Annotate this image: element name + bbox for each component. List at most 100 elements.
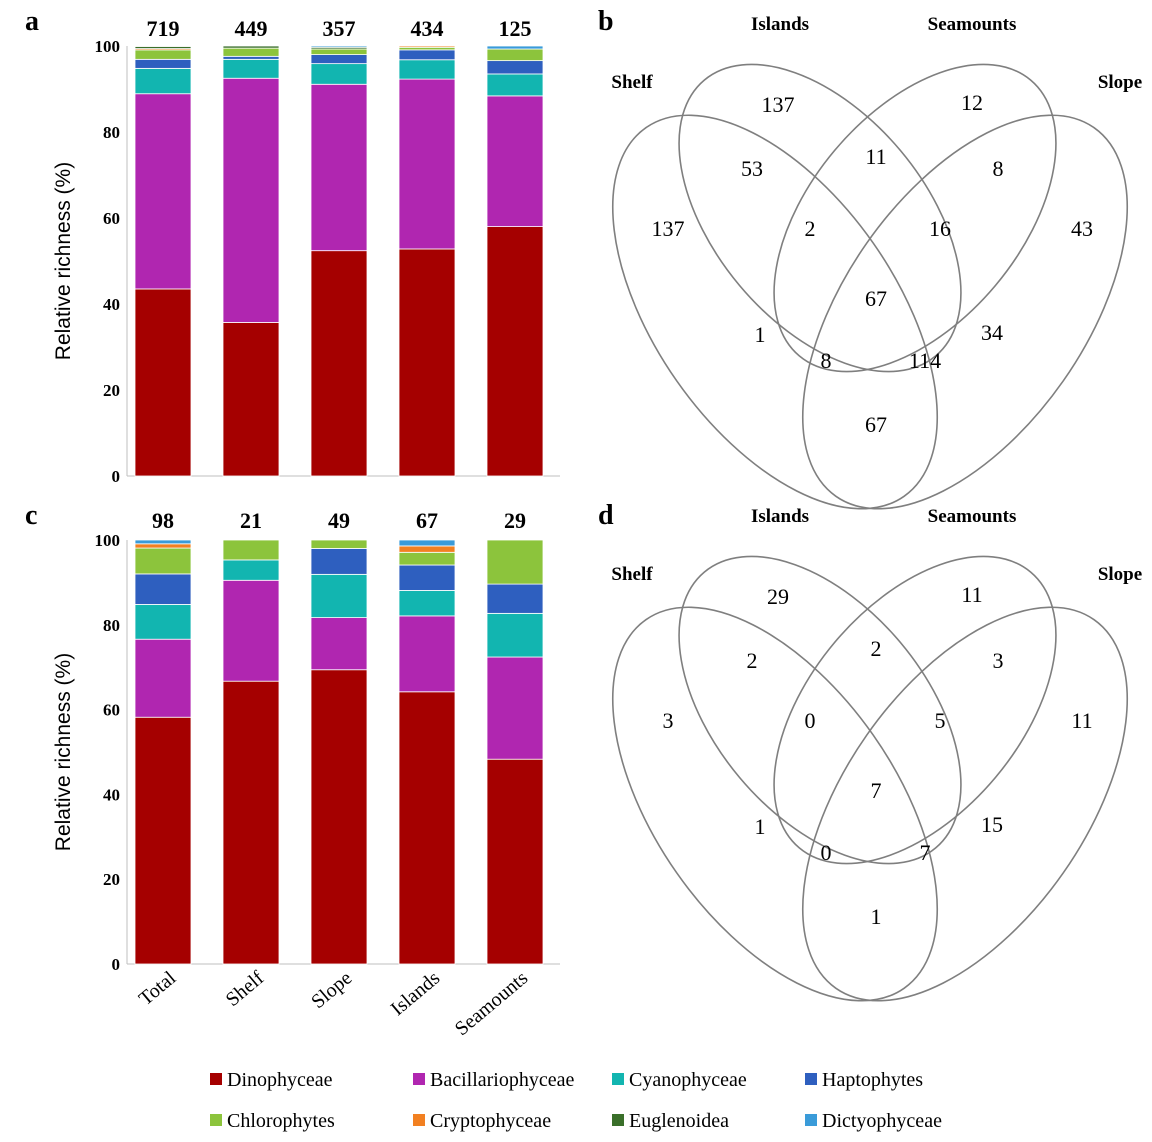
panel-letter: b [598,6,614,37]
venn-count: 7 [871,778,882,803]
bar-segment-cyanophyceae [486,612,544,658]
bar-segment-bacillariophyceae [134,638,192,718]
bar-segment-haptophytes [222,55,280,60]
bar-segment-chlorophytes [310,48,368,55]
venn-count: 29 [767,584,789,609]
bar-segment-dinophyceae [398,248,456,477]
legend-swatch [210,1114,222,1126]
category-label: Shelf [222,967,269,1011]
venn-count: 1 [755,814,766,839]
slope-ellipse [801,606,1129,1002]
bar-segment-dictyophyceae [486,45,544,50]
bar-total-label: 67 [416,508,438,533]
bar-segment-chlorophytes [134,49,192,60]
bar-segment-bacillariophyceae [222,77,280,323]
bar-segment-haptophytes [486,583,544,614]
bar-segment-chlorophytes [310,539,368,549]
y-axis-title: Relative richness (%) [52,653,75,851]
bar-total-label: 98 [152,508,174,533]
islands-ellipse [678,555,962,865]
venn-count: 67 [865,286,887,311]
legend-label: Dictyophyceae [822,1110,942,1132]
venn-count: 8 [821,348,832,373]
legend-swatch [210,1073,222,1085]
bar-segment-bacillariophyceae [398,78,456,250]
seamounts-ellipse [773,555,1057,865]
legend: Dinophyceae Bacillariophyceae Cyanophyceae… [210,1069,942,1132]
bar-segment-dinophyceae [486,758,544,965]
y-tick-label: 0 [112,467,121,486]
bar-segment-dinophyceae [222,680,280,965]
legend-item-cyanophyceae: Cyanophyceae [612,1069,747,1091]
y-tick-label: 0 [112,955,121,974]
panel-letter: a [25,6,39,37]
chart-panel-a: a Relative richness (%) 0 20 40 60 80 100 719 449… [25,6,560,486]
venn-label-shelf: Shelf [611,564,653,585]
venn-count: 1 [871,904,882,929]
venn-count: 3 [663,708,674,733]
legend-swatch [612,1073,624,1085]
y-axis-title: Relative richness (%) [52,162,75,360]
category-label: Islands [387,967,445,1020]
venn-count: 2 [805,216,816,241]
venn-count: 16 [929,216,951,241]
bar-segment-haptophytes [134,573,192,605]
bar-segment-bacillariophyceae [398,615,456,693]
venn-count: 11 [1071,708,1092,733]
bar-total-label: 21 [240,508,262,533]
legend-label: Haptophytes [822,1069,923,1091]
bar-segment-haptophytes [134,58,192,69]
legend-item-cryptophyceae: Cryptophyceae [413,1110,551,1132]
venn-label-islands: Islands [751,14,809,35]
legend-swatch [413,1073,425,1085]
panel-letter: d [598,500,614,531]
venn-count: 8 [993,156,1004,181]
panel-letter: c [25,500,37,531]
bar-segment-cyanophyceae [222,58,280,79]
venn-count: 7 [920,840,931,865]
bar-segment-dinophyceae [398,691,456,965]
bar-segment-cyanophyceae [310,573,368,618]
legend-label: Chlorophytes [227,1110,335,1132]
venn-count: 12 [961,90,983,115]
y-tick-label: 100 [95,37,121,56]
venn-count: 15 [981,812,1003,837]
y-tick-label: 20 [103,381,120,400]
bar-segment-cyanophyceae [398,590,456,617]
y-tick-label: 80 [103,123,120,142]
bar-segment-dinophyceae [134,716,192,965]
bar-segment-cryptophyceae [134,543,192,549]
bar-segment-bacillariophyceae [486,656,544,760]
category-label: Slope [307,967,356,1013]
venn-count: 11 [961,582,982,607]
bar-segment-cryptophyceae [398,545,456,553]
legend-label: Cryptophyceae [430,1110,551,1132]
slope-ellipse [801,114,1129,510]
venn-count: 5 [935,708,946,733]
bar-segment-dictyophyceae [134,539,192,545]
venn-count: 1 [755,322,766,347]
venn-label-slope: Slope [1098,564,1142,585]
chart-panel-c: c Relative richness (%) 0 20 40 60 80 100 98 Tota… [25,500,560,1040]
bar-total-label: 29 [504,508,526,533]
bar-segment-dinophyceae [310,250,368,477]
seamounts-ellipse [773,63,1057,373]
bar-segment-chlorophytes [222,539,280,561]
bar-segment-cyanophyceae [398,59,456,80]
bar-segment-haptophytes [310,54,368,65]
bar-segment-haptophytes [310,548,368,575]
legend-item-bacillariophyceae: Bacillariophyceae [413,1069,574,1091]
venn-count: 34 [981,320,1003,345]
venn-count: 0 [805,708,816,733]
bar-segment-euglenoidea [222,45,280,49]
venn-count: 137 [652,216,685,241]
shelf-ellipse [611,606,939,1002]
legend-item-dictyophyceae: Dictyophyceae [805,1110,942,1132]
bar-segment-bacillariophyceae [310,617,368,671]
bar-segment-chlorophytes [398,551,456,566]
venn-label-seamounts: Seamounts [928,14,1017,35]
venn-count: 2 [871,636,882,661]
bar-segment-haptophytes [486,60,544,75]
